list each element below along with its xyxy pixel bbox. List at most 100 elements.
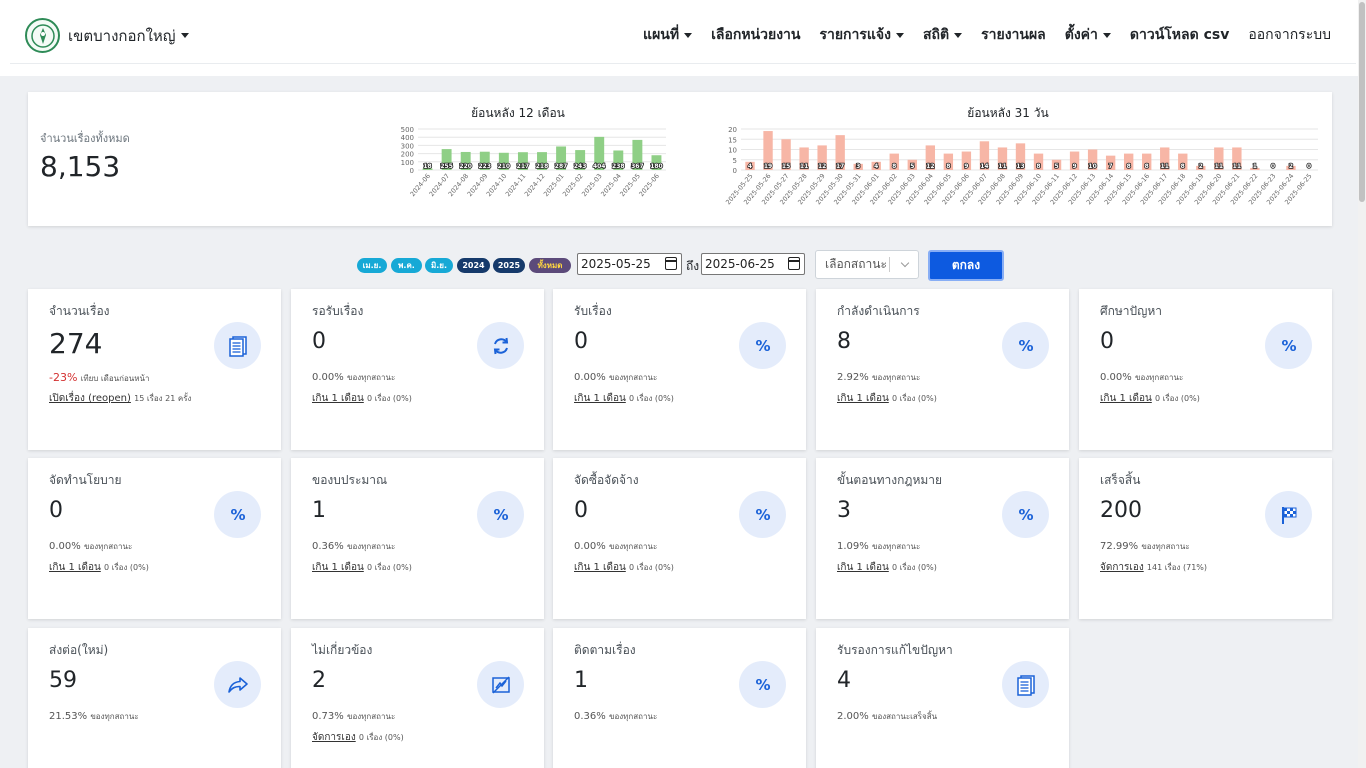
status-card[interactable]: จำนวนเรื่อง 274 -23% เทียบ เดือนก่อนหน้า เป… (28, 289, 281, 450)
nav-item-label: แผนที่ (643, 27, 680, 43)
percent-value: 2.92% (837, 372, 869, 383)
percent-note: ของทุกสถานะ (608, 542, 658, 551)
card-title: รับรองการแก้ไขปัญหา (837, 643, 953, 657)
card-link-note: 0 เรื่อง (0%) (628, 394, 674, 403)
card-link[interactable]: เกิน 1 เดือน (49, 562, 101, 573)
filter-pill-2[interactable]: มิ.ย. (425, 258, 453, 273)
percent-value: 0.00% (574, 541, 606, 552)
status-card[interactable]: รับเรื่อง 0% 0.00% ของทุกสถานะ เกิน 1 เดือน… (553, 289, 806, 450)
card-value: 0 (574, 498, 588, 523)
bar-data-label: 8 (1145, 163, 1149, 170)
brand-dropdown[interactable]: เขตบางกอกใหญ่ (25, 18, 189, 53)
bar-data-label: 1 (1253, 163, 1257, 170)
chart-bar (745, 161, 755, 170)
card-link[interactable]: จัดการเอง (312, 732, 356, 743)
filter-pill-5[interactable]: ทั้งหมด (529, 258, 571, 273)
calendar-icon[interactable] (788, 257, 800, 270)
scrollbar[interactable] (1358, 0, 1366, 768)
chart-bar (1069, 151, 1080, 170)
status-card[interactable]: ของบประมาณ 1% 0.36% ของทุกสถานะ เกิน 1 เดือ… (291, 458, 544, 619)
select-separator (889, 257, 890, 272)
status-card[interactable]: ไม่เกี่ยวข้อง 2 0.73% ของทุกสถานะ จัดการเอง… (291, 628, 544, 768)
status-card[interactable]: รอรับเรื่อง 0 0.00% ของทุกสถานะ เกิน 1 เดือ… (291, 289, 544, 450)
chart-bar (835, 135, 845, 170)
status-card[interactable]: จัดทำนโยบาย 0% 0.00% ของทุกสถานะ เกิน 1 เดื… (28, 458, 281, 619)
ok-button[interactable]: ตกลง (928, 250, 1004, 281)
nav-item-0[interactable]: แผนที่ (643, 24, 693, 46)
nav-item-4[interactable]: รายงานผล (981, 24, 1046, 46)
date-to-input[interactable]: 2025-06-25 (701, 253, 805, 275)
status-select[interactable]: เลือกสถานะ (815, 250, 919, 279)
forward-arrow-icon (214, 661, 261, 708)
y-tick-label: 15 (728, 136, 737, 144)
chart-bar (763, 131, 773, 170)
nav-item-2[interactable]: รายการแจ้ง (819, 24, 904, 46)
chart-bar (556, 146, 567, 170)
card-percent: 0.73% ของทุกสถานะ (312, 710, 395, 723)
card-link[interactable]: เกิน 1 เดือน (837, 562, 889, 573)
chart-bar (422, 168, 433, 170)
nav-item-7[interactable]: ออกจากระบบ (1248, 24, 1331, 46)
card-link[interactable]: เกิน 1 เดือน (312, 562, 364, 573)
nav-item-1[interactable]: เลือกหน่วยงาน (711, 24, 800, 46)
bar-data-label: 15 (782, 163, 790, 170)
card-link[interactable]: จัดการเอง (1100, 562, 1144, 573)
svg-text:%: % (1281, 337, 1296, 355)
y-tick-label: 500 (401, 126, 414, 134)
nav-item-3[interactable]: สถิติ (922, 24, 963, 46)
card-link[interactable]: เกิน 1 เดือน (574, 562, 626, 573)
filter-bar: เม.ย. พ.ค. มิ.ย. 2024 2025 ทั้งหมด 2025-05-25… (0, 250, 1366, 282)
chart-bar (460, 151, 471, 170)
status-select-placeholder: เลือกสถานะ (825, 257, 887, 271)
status-card[interactable]: ขั้นตอนทางกฎหมาย 3% 1.09% ของทุกสถานะ เกิน … (816, 458, 1069, 619)
card-title: ติดตามเรื่อง (574, 643, 636, 657)
status-card[interactable]: จัดซื้อจัดจ้าง 0% 0.00% ของทุกสถานะ เกิน 1 … (553, 458, 806, 619)
chart-31-days: 2015105042025-05-25192025-05-26152025-05… (724, 126, 1318, 206)
navbar: เขตบางกอกใหญ่ แผนที่ เลือกหน่วยงาน รายการแ… (0, 0, 1366, 76)
card-link-note: 0 เรื่อง (0%) (366, 563, 412, 572)
bar-data-label: 8 (892, 163, 896, 170)
nav-item-label: สถิติ (922, 27, 950, 43)
nav-item-5[interactable]: ตั้งค่า (1065, 24, 1111, 46)
chart-bar (907, 159, 917, 170)
not-related-icon (477, 661, 524, 708)
filter-pill-0[interactable]: เม.ย. (357, 258, 387, 273)
date-from-input[interactable]: 2025-05-25 (577, 253, 682, 275)
status-card[interactable]: ศึกษาปัญหา 0% 0.00% ของทุกสถานะ เกิน 1 เดือ… (1079, 289, 1332, 450)
chart-bar (1250, 167, 1260, 170)
status-card[interactable]: ส่งต่อ(ใหม่) 59 21.53% ของทุกสถานะ (28, 628, 281, 768)
status-card[interactable]: เสร็จสิ้น 200 72.99% ของทุกสถานะ จัดการเอง … (1079, 458, 1332, 619)
card-percent: 2.00% ของสถานะเสร็จสิ้น (837, 710, 937, 723)
percent-value: 0.00% (1100, 372, 1132, 383)
y-tick-label: 400 (401, 134, 414, 142)
percent-note: ของทุกสถานะ (346, 373, 396, 382)
filter-pill-1[interactable]: พ.ค. (391, 258, 422, 273)
status-card[interactable]: รับรองการแก้ไขปัญหา 4 2.00% ของสถานะเสร็จส… (816, 628, 1069, 768)
card-value: 1 (312, 498, 326, 523)
card-link[interactable]: เกิน 1 เดือน (837, 393, 889, 404)
chart-bar (853, 163, 863, 170)
card-link[interactable]: เกิน 1 เดือน (1100, 393, 1152, 404)
card-link-row: เกิน 1 เดือน 0 เรื่อง (0%) (312, 391, 412, 406)
chart-bar (961, 151, 972, 170)
card-link[interactable]: เกิน 1 เดือน (312, 393, 364, 404)
nav-item-6[interactable]: ดาวน์โหลด csv (1130, 24, 1229, 46)
chart-bar (1232, 147, 1242, 170)
status-card[interactable]: ติดตามเรื่อง 1% 0.36% ของทุกสถานะ (553, 628, 806, 768)
card-link[interactable]: เปิดเรื่อง (reopen) (49, 393, 131, 404)
percent-note: ของทุกสถานะ (83, 542, 133, 551)
percent-note: ของทุกสถานะ (1141, 542, 1190, 551)
status-card[interactable]: กำลังดำเนินการ 8% 2.92% ของทุกสถานะ เกิน 1 … (816, 289, 1069, 450)
filter-pill-3[interactable]: 2024 (457, 258, 490, 273)
filter-pill-4[interactable]: 2025 (493, 258, 525, 273)
chevron-down-icon[interactable] (900, 258, 910, 268)
chart-bar (517, 152, 528, 170)
card-link[interactable]: เกิน 1 เดือน (574, 393, 626, 404)
bar-data-label: 19 (764, 163, 772, 170)
total-value: 8,153 (40, 150, 121, 183)
chevron-down-icon (684, 32, 693, 38)
chart-bar (817, 145, 827, 170)
calendar-icon[interactable] (665, 257, 677, 270)
percent-note: ของทุกสถานะ (608, 373, 658, 382)
scrollbar-thumb[interactable] (1359, 2, 1365, 202)
